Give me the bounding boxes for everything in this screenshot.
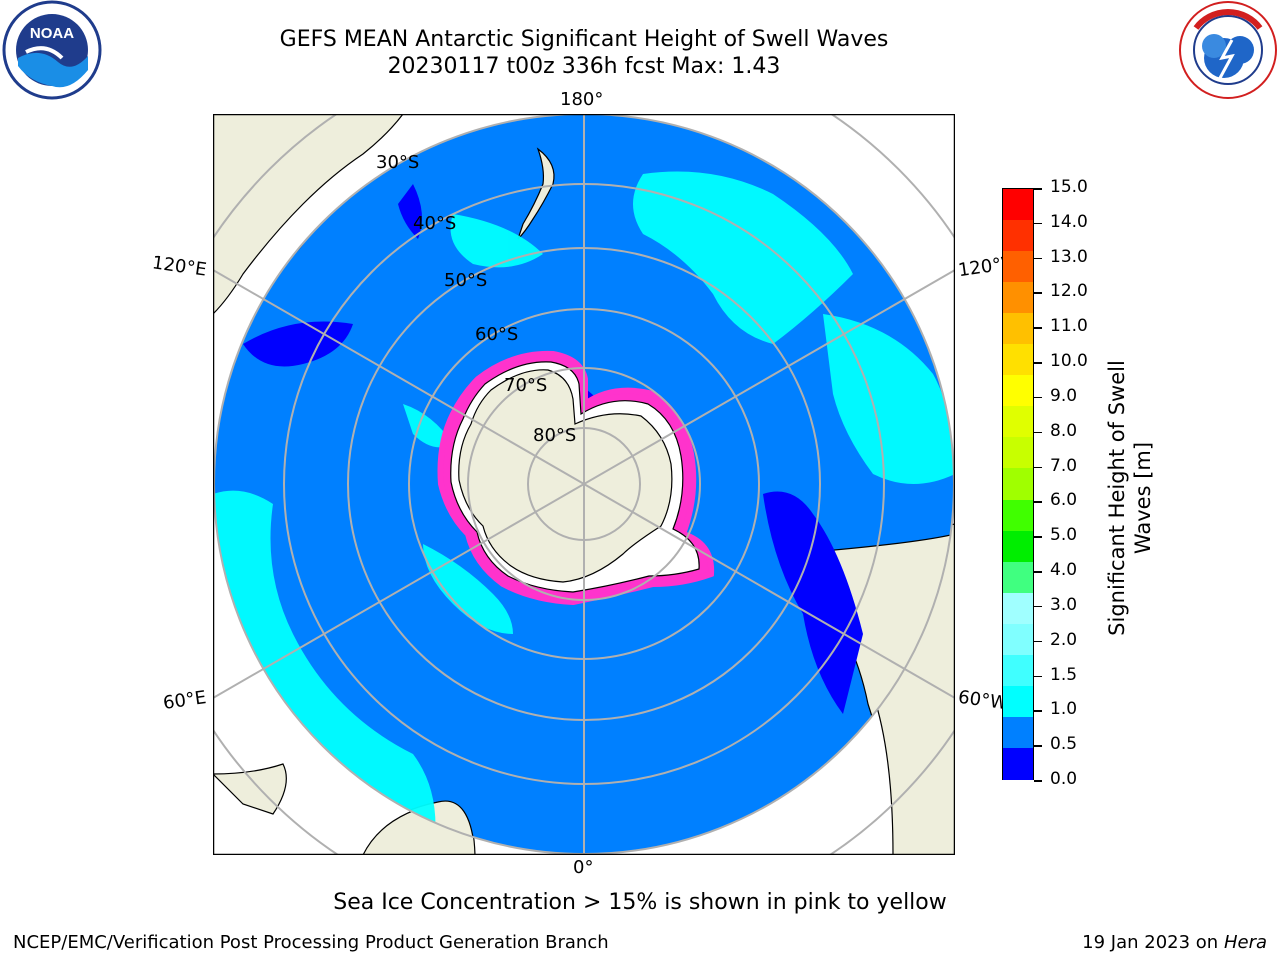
colorbar-tick-label: 8.0 xyxy=(1050,420,1078,441)
colorbar-tick-mark xyxy=(1034,257,1042,260)
madagascar-land xyxy=(211,763,287,815)
colorbar-tick-mark xyxy=(1034,396,1042,399)
lon-label-60e: 60°E xyxy=(161,687,208,714)
lon-label-180: 180° xyxy=(560,89,604,110)
australia-land xyxy=(212,113,405,316)
colorbar-label-line1: Significant Height of Swell xyxy=(1105,360,1129,636)
colorbar-segment xyxy=(1003,530,1033,563)
colorbar xyxy=(1002,188,1034,781)
colorbar-segment xyxy=(1003,282,1033,315)
footer-right: 19 Jan 2023 on Hera xyxy=(1082,932,1267,953)
colorbar-segment xyxy=(1003,592,1033,625)
lat-label-60s: 60°S xyxy=(475,324,519,345)
lon-label-120e: 120°E xyxy=(150,252,208,281)
chart-title-line1: GEFS MEAN Antarctic Significant Height o… xyxy=(279,27,889,52)
colorbar-tick-mark xyxy=(1034,536,1042,538)
footer-date: 19 Jan 2023 on xyxy=(1082,932,1224,953)
colorbar-ticks: 15.0 14.0 13.0 12.0 11.0 10.0 9.0 8.0 7.0 6.0 5.0 4… xyxy=(1034,177,1096,790)
map-frame xyxy=(212,113,956,856)
colorbar-tick-label: 4.0 xyxy=(1050,560,1078,581)
lon-label-0: 0° xyxy=(573,857,594,878)
colorbar-tick-label: 1.0 xyxy=(1050,699,1078,720)
colorbar-tick-label: 9.0 xyxy=(1050,385,1078,406)
colorbar-tick-mark xyxy=(1034,431,1042,434)
colorbar-tick-mark xyxy=(1034,710,1042,712)
colorbar-segment xyxy=(1003,406,1033,439)
polar-map xyxy=(138,38,1030,930)
colorbar-segment xyxy=(1003,220,1033,253)
colorbar-tick-mark xyxy=(1034,605,1042,608)
colorbar-tick-label: 7.0 xyxy=(1050,455,1078,476)
colorbar-tick-mark xyxy=(1034,780,1042,782)
colorbar-tick-label: 6.0 xyxy=(1050,490,1078,511)
colorbar-tick-label: 3.0 xyxy=(1050,594,1078,615)
lat-label-50s: 50°S xyxy=(444,270,488,291)
colorbar-tick-label: 2.0 xyxy=(1050,629,1078,650)
colorbar-tick-mark xyxy=(1034,501,1042,503)
colorbar-segment xyxy=(1003,251,1033,284)
colorbar-tick-label: 13.0 xyxy=(1050,246,1088,267)
colorbar-tick-mark xyxy=(1034,640,1042,643)
colorbar-tick-label: 0.0 xyxy=(1050,769,1078,789)
colorbar-tick-label: 5.0 xyxy=(1050,525,1078,546)
lat-label-40s: 40°S xyxy=(413,213,457,234)
colorbar-tick-mark xyxy=(1034,188,1042,190)
lat-label-80s: 80°S xyxy=(533,425,577,446)
colorbar-segment xyxy=(1003,189,1033,222)
colorbar-tick-mark xyxy=(1034,292,1042,294)
sea-ice-note: Sea Ice Concentration > 15% is shown in … xyxy=(333,890,947,915)
colorbar-label-line2: Waves [m] xyxy=(1131,441,1155,555)
colorbar-tick-mark xyxy=(1034,362,1042,364)
nws-logo xyxy=(1176,0,1280,100)
footer-left: NCEP/EMC/Verification Post Processing Pr… xyxy=(13,932,609,953)
new-zealand-land xyxy=(517,147,555,240)
footer-host: Hera xyxy=(1223,932,1267,953)
colorbar-tick-label: 1.5 xyxy=(1050,664,1078,685)
colorbar-segment xyxy=(1003,747,1033,781)
colorbar-tick-mark xyxy=(1034,675,1042,678)
colorbar-label: Significant Height of Swell Waves [m] xyxy=(1104,333,1156,663)
colorbar-tick-label: 15.0 xyxy=(1050,177,1088,197)
colorbar-segment xyxy=(1003,716,1033,750)
colorbar-segment xyxy=(1003,344,1033,377)
lat-label-70s: 70°S xyxy=(504,375,548,396)
colorbar-segment xyxy=(1003,685,1033,719)
colorbar-tick-mark xyxy=(1034,327,1042,329)
colorbar-segment xyxy=(1003,468,1033,501)
colorbar-segment xyxy=(1003,654,1033,687)
colorbar-tick-mark xyxy=(1034,466,1042,469)
colorbar-tick-label: 12.0 xyxy=(1050,281,1088,302)
colorbar-tick-label: 10.0 xyxy=(1050,351,1088,372)
lat-label-30s: 30°S xyxy=(376,152,420,173)
colorbar-tick-mark xyxy=(1034,745,1042,747)
colorbar-tick-label: 0.5 xyxy=(1050,734,1078,755)
colorbar-tick-label: 11.0 xyxy=(1050,316,1088,337)
colorbar-tick-mark xyxy=(1034,571,1042,573)
colorbar-tick-mark xyxy=(1034,222,1042,225)
colorbar-segment xyxy=(1003,313,1033,346)
noaa-logo: NOAA xyxy=(0,0,108,100)
colorbar-segment xyxy=(1003,437,1033,470)
colorbar-segment xyxy=(1003,499,1033,532)
colorbar-segment xyxy=(1003,623,1033,656)
colorbar-segment xyxy=(1003,561,1033,594)
chart-title-line2: 20230117 t00z 336h fcst Max: 1.43 xyxy=(387,54,781,79)
colorbar-segment xyxy=(1003,375,1033,408)
noaa-logo-text: NOAA xyxy=(30,25,74,42)
colorbar-tick-label: 14.0 xyxy=(1050,211,1088,232)
